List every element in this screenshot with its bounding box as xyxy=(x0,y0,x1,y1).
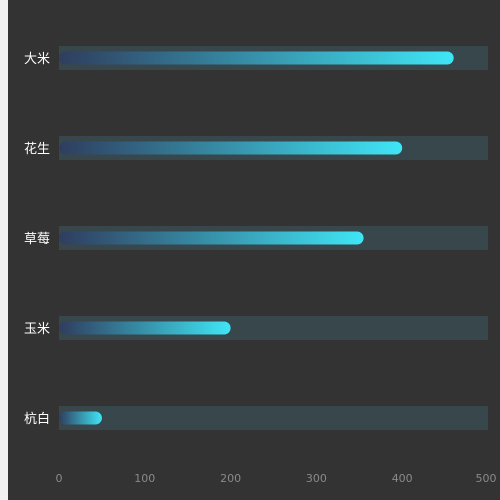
x-tick-label-5: 500 xyxy=(476,472,497,485)
category-label-0: 大米 xyxy=(24,52,50,67)
x-tick-label-2: 200 xyxy=(220,472,241,485)
bars xyxy=(59,51,454,425)
category-label-2: 草莓 xyxy=(24,232,50,247)
x-tick-label-1: 100 xyxy=(134,472,155,485)
bar-4[interactable] xyxy=(59,411,102,425)
chart-panel: 大米花生草莓玉米杭白 0 100 200 300 400 500 xyxy=(8,0,500,500)
x-tick-label-3: 300 xyxy=(306,472,327,485)
x-axis-ticks: 0 100 200 300 400 500 xyxy=(56,472,497,485)
category-label-3: 玉米 xyxy=(24,322,50,337)
x-tick-label-4: 400 xyxy=(392,472,413,485)
bar-2[interactable] xyxy=(59,231,364,245)
bar-track-4 xyxy=(59,406,488,430)
bar-0[interactable] xyxy=(59,51,454,65)
x-tick-label-0: 0 xyxy=(56,472,63,485)
category-label-1: 花生 xyxy=(24,141,50,157)
bar-3[interactable] xyxy=(59,321,231,335)
bar-1[interactable] xyxy=(59,141,403,155)
category-label-4: 杭白 xyxy=(24,411,50,427)
